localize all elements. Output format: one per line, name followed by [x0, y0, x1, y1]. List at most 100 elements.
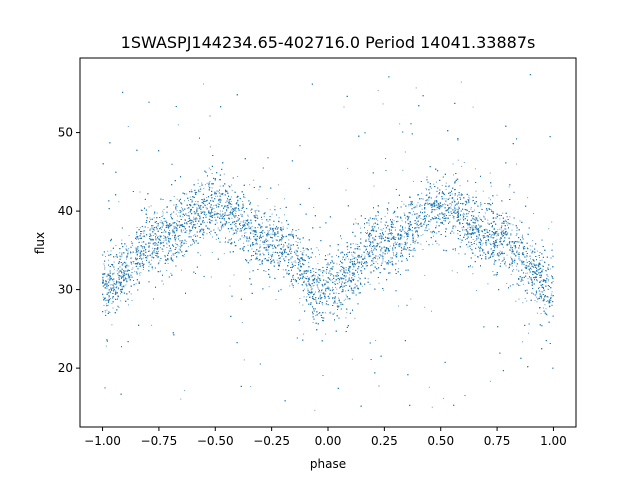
data-point: [454, 250, 456, 252]
data-point: [522, 283, 524, 285]
data-point: [502, 222, 504, 224]
data-point: [478, 230, 480, 232]
data-point: [319, 296, 321, 297]
data-point: [377, 214, 379, 216]
data-point: [430, 212, 432, 214]
data-point: [424, 306, 426, 308]
data-point: [464, 229, 466, 231]
data-point: [186, 207, 188, 209]
data-point: [522, 279, 524, 281]
data-point: [373, 223, 375, 225]
data-point: [445, 204, 447, 206]
data-point: [118, 277, 120, 279]
data-point: [369, 283, 371, 285]
data-point: [329, 268, 331, 270]
data-point: [115, 255, 117, 257]
data-point: [211, 251, 213, 253]
data-point: [240, 225, 241, 226]
data-point: [303, 273, 305, 275]
data-point: [316, 281, 318, 283]
data-point: [463, 162, 465, 163]
data-point: [389, 245, 391, 247]
data-point: [442, 192, 444, 193]
data-point: [480, 205, 482, 207]
data-point: [135, 283, 137, 285]
data-point: [403, 203, 405, 205]
data-point: [231, 184, 233, 186]
data-point: [411, 214, 413, 216]
data-point: [510, 273, 512, 275]
data-point: [174, 235, 176, 237]
data-point: [307, 288, 309, 290]
data-point: [460, 214, 461, 215]
data-point: [459, 238, 461, 240]
data-point: [509, 216, 511, 218]
data-point: [139, 191, 141, 193]
data-point: [460, 241, 462, 243]
data-point: [189, 196, 191, 198]
data-point: [449, 214, 451, 216]
data-point: [459, 185, 461, 187]
data-point: [380, 229, 382, 231]
data-point: [194, 234, 196, 236]
data-point: [218, 229, 220, 231]
data-point: [495, 274, 497, 275]
data-point: [220, 226, 222, 228]
data-point: [531, 261, 533, 263]
data-point: [190, 208, 192, 210]
data-point: [203, 229, 205, 230]
data-point: [286, 245, 288, 247]
data-point: [356, 263, 358, 265]
data-point: [199, 191, 201, 193]
data-point: [105, 287, 107, 289]
data-point: [235, 224, 237, 226]
data-point: [339, 277, 341, 279]
data-point: [180, 242, 182, 244]
data-point: [491, 234, 493, 236]
data-point: [487, 250, 489, 252]
data-point: [516, 233, 518, 235]
data-point: [262, 233, 263, 234]
data-point: [475, 190, 477, 192]
data-point: [130, 293, 132, 295]
data-point: [327, 254, 329, 256]
data-point: [160, 220, 162, 222]
data-point: [390, 232, 392, 234]
data-point: [156, 250, 157, 252]
data-point: [379, 242, 381, 244]
data-point: [346, 285, 348, 286]
data-point: [428, 199, 430, 201]
data-point: [303, 288, 305, 290]
data-point: [288, 239, 290, 241]
data-point: [136, 233, 138, 235]
data-point: [243, 229, 245, 231]
data-point: [510, 244, 512, 246]
data-point: [407, 242, 408, 244]
data-point: [548, 279, 550, 281]
data-point: [307, 293, 308, 295]
data-point: [303, 296, 305, 298]
data-point: [366, 232, 368, 233]
data-point: [418, 215, 420, 217]
data-point: [320, 270, 322, 272]
data-point: [111, 284, 113, 286]
data-point: [121, 253, 123, 255]
data-point: [405, 222, 407, 224]
data-point: [103, 263, 105, 265]
data-point: [518, 252, 520, 253]
data-point: [431, 207, 433, 208]
data-point: [258, 189, 260, 191]
data-point: [398, 268, 400, 270]
data-point: [135, 238, 137, 240]
data-point: [272, 244, 274, 246]
data-point: [162, 214, 164, 216]
data-point: [351, 252, 353, 254]
data-point: [456, 272, 458, 274]
data-point: [312, 285, 314, 287]
data-point: [195, 227, 197, 229]
data-point: [224, 241, 226, 243]
data-point: [498, 233, 500, 235]
data-point: [513, 245, 515, 247]
data-point: [315, 315, 317, 317]
data-point: [284, 214, 285, 216]
